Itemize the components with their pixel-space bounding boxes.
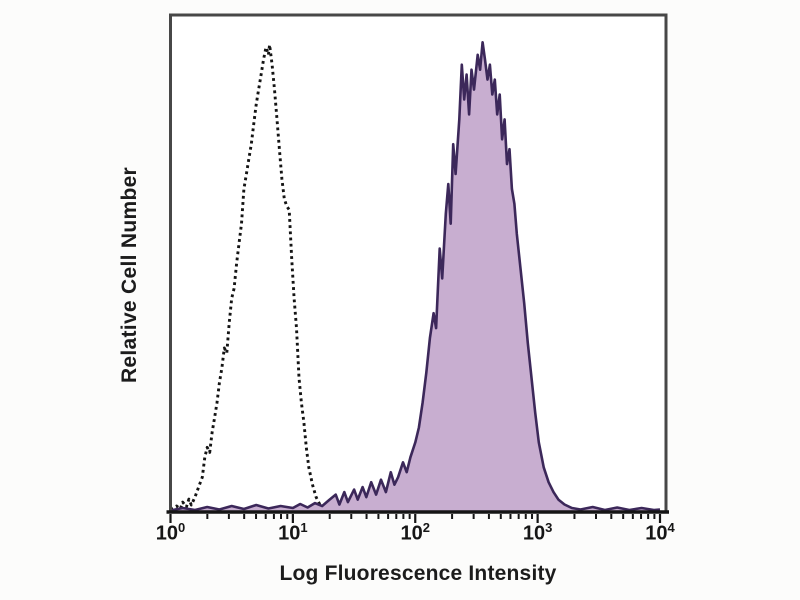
y-axis-label: Relative Cell Number [118, 166, 142, 384]
antibody-stained-curve [170, 41, 661, 512]
x-tick-label-10e3: 103 [522, 520, 553, 545]
x-tick-label-10e0: 100 [155, 520, 186, 545]
y-axis-label-wrap: Relative Cell Number [108, 40, 152, 510]
x-axis-label: Log Fluorescence Intensity [279, 562, 557, 585]
x-tick-label-10e4: 104 [645, 520, 675, 545]
x-tick-label-10e2: 102 [400, 520, 430, 545]
plot-frame [169, 13, 668, 512]
x-tick-label-10e1: 101 [278, 520, 308, 545]
isotype-control-curve [169, 43, 331, 512]
